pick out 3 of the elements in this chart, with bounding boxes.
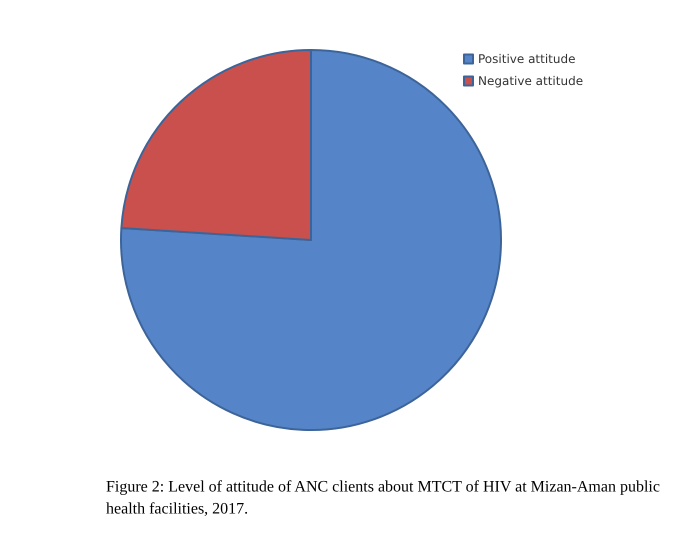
legend-label: Negative attitude (478, 74, 584, 88)
legend-label: Positive attitude (478, 52, 576, 66)
caption: Figure 2: Level of attitude of ANC clients about MTCT of HIV at Mizan-Aman public health facilities, 2017. (106, 478, 664, 518)
